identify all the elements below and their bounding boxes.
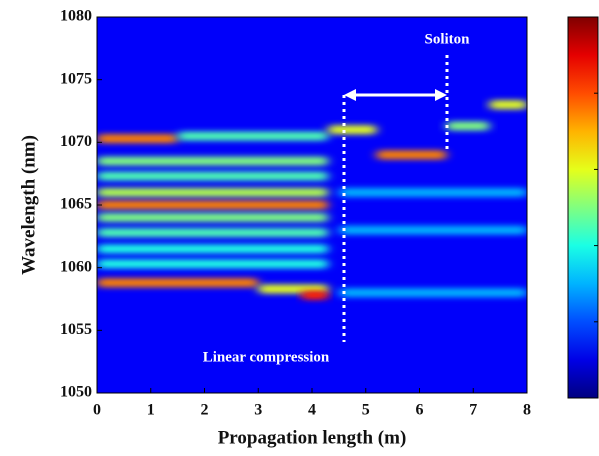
x-tick-label: 7 (469, 402, 477, 419)
heatmap-streak (97, 156, 329, 166)
x-tick-label: 3 (254, 402, 262, 419)
annotation: Soliton (424, 31, 470, 47)
heatmap-streak (338, 187, 527, 197)
y-tick-label: 1065 (60, 196, 92, 213)
heatmap-streak (446, 121, 490, 131)
y-tick-label: 1060 (60, 258, 92, 275)
x-tick-label: 2 (201, 402, 209, 419)
x-tick-label: 8 (523, 402, 531, 419)
x-tick-label: 6 (416, 402, 424, 419)
y-tick-label: 1050 (60, 384, 92, 401)
annotation-arrowhead (435, 89, 447, 101)
x-tick-label: 1 (147, 402, 155, 419)
x-tick-label: 5 (362, 402, 370, 419)
heatmap-streak (97, 278, 259, 288)
x-axis-title: Propagation length (m) (218, 427, 407, 448)
heatmap-streak (97, 200, 329, 210)
heatmap-streak (328, 125, 377, 135)
y-tick-label: 1055 (60, 321, 92, 338)
heatmap-streak (97, 213, 329, 223)
heatmap-streak (97, 187, 329, 197)
heatmap-streak (338, 288, 527, 298)
heatmap-streak (97, 259, 329, 269)
y-tick-label: 1075 (60, 70, 92, 87)
annotation: Linear compression (203, 349, 330, 365)
heatmap-streak (489, 100, 527, 110)
heatmap-streak (177, 131, 329, 141)
y-axis-title: Wavelength (nm) (18, 135, 39, 275)
x-tick-label: 4 (308, 402, 316, 419)
heatmap-streak (97, 244, 329, 254)
heatmap-streak (97, 171, 329, 181)
x-tick-label: 0 (93, 402, 101, 419)
heatmap-streak (301, 290, 329, 300)
annotation-arrowhead (344, 89, 356, 101)
heatmap-streak (338, 225, 527, 235)
y-tick-label: 1070 (60, 133, 92, 150)
heatmap-streak (97, 228, 329, 238)
plot-area (97, 17, 527, 393)
heatmap-streak (97, 134, 178, 144)
heatmap-streak (376, 150, 447, 160)
colorbar (567, 16, 599, 399)
y-tick-label: 1080 (60, 8, 92, 25)
